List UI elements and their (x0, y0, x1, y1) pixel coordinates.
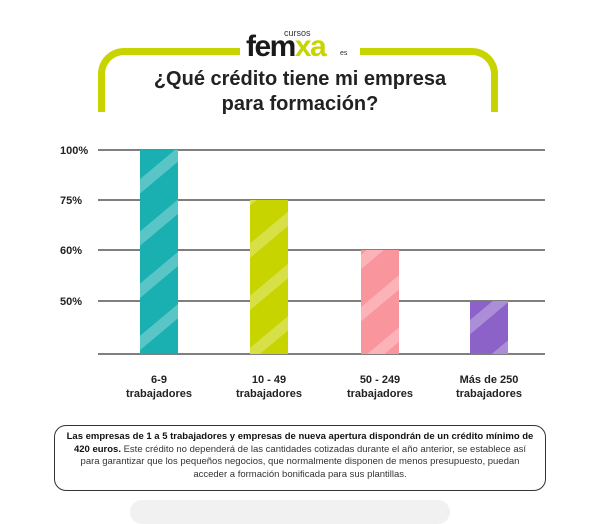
background-shadow (130, 500, 450, 524)
bars (140, 150, 508, 354)
logo-wordmark: femxa (246, 30, 327, 63)
femxa-logo: cursos femxa es (246, 28, 356, 63)
page-title-line2: para formación? (221, 93, 379, 115)
x-tick-label: 10 - 49 (252, 374, 286, 386)
bar-stripes (140, 150, 178, 354)
note-text: Este crédito no dependerá de las cantida… (80, 443, 527, 480)
y-tick-label: 100% (60, 145, 88, 157)
logo-wordmark-part2: xa (294, 30, 327, 63)
x-tick-label: Más de 250 (460, 374, 519, 386)
y-tick-label: 60% (60, 245, 82, 257)
bar-stripes (470, 301, 508, 354)
bar-stripes (361, 250, 399, 354)
x-tick-label: 50 - 249 (360, 374, 400, 386)
logo-backdrop (240, 30, 360, 64)
x-tick-label: 6-9 (151, 374, 167, 386)
bar-stripes (250, 200, 288, 354)
x-tick-label: trabajadores (347, 388, 413, 400)
y-tick-label: 75% (60, 195, 82, 207)
logo-cursos-text: cursos (284, 28, 311, 38)
y-tick-labels: 50% 60% 75% 100% (60, 145, 88, 308)
x-tick-label: trabajadores (126, 388, 192, 400)
logo-wordmark-part1: fem (246, 30, 296, 63)
info-note: Las empresas de 1 a 5 trabajadores y emp… (54, 425, 546, 491)
x-tick-label: trabajadores (236, 388, 302, 400)
page-title-line1: ¿Qué crédito tiene mi empresa (153, 68, 447, 90)
note-bold-text: Las empresas de 1 a 5 trabajadores y emp… (66, 431, 534, 455)
x-tick-label: trabajadores (456, 388, 522, 400)
page-title: ¿Qué crédito tiene mi empresa para forma… (100, 67, 500, 117)
y-tick-label: 50% (60, 296, 82, 308)
bar-chart: 50% 60% 75% 100% 6-9 trabajadores 10 - 49 trab… (60, 145, 545, 400)
x-tick-labels: 6-9 trabajadores 10 - 49 trabajadores 50 - 2… (126, 374, 522, 400)
logo-suffix: es (340, 50, 348, 57)
